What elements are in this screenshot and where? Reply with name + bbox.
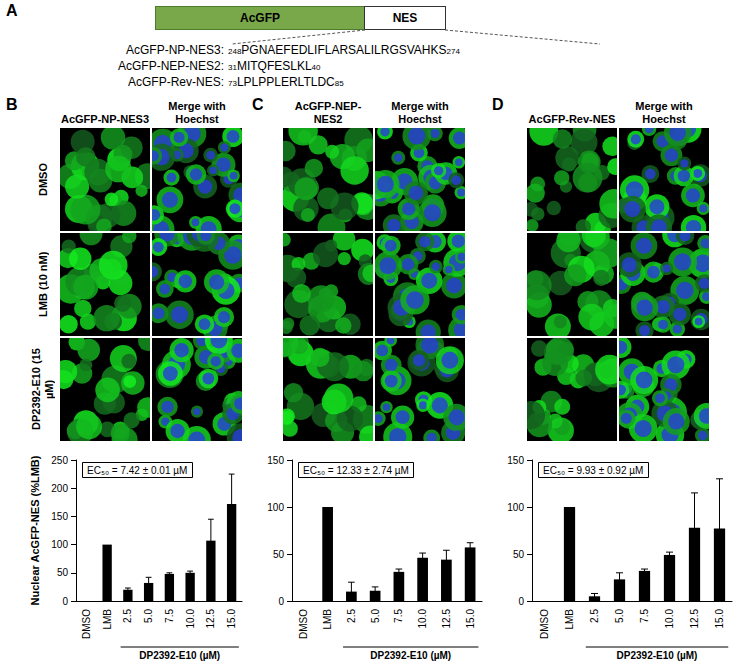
svg-text:12.5: 12.5 — [441, 609, 452, 629]
svg-text:200: 200 — [51, 483, 68, 494]
svg-text:15.0: 15.0 — [226, 609, 237, 629]
svg-text:150: 150 — [51, 511, 68, 522]
svg-text:LMB: LMB — [322, 609, 333, 630]
svg-text:EC₅₀ = 12.33 ± 2.74 µM: EC₅₀ = 12.33 ± 2.74 µM — [303, 465, 409, 476]
svg-text:100: 100 — [507, 502, 524, 513]
html-text:AcGFP: AcGFP — [240, 11, 280, 25]
svg-text:Nuclear AcGFP-NES (%LMB): Nuclear AcGFP-NES (%LMB) — [29, 455, 41, 605]
svg-text:150: 150 — [507, 455, 524, 466]
svg-text:0: 0 — [518, 596, 524, 607]
html-text:AcGFP-NEP-NES2: AcGFP-NEP-NES2 — [294, 100, 362, 125]
html-text:LMB (10 nM): LMB (10 nM) — [36, 251, 49, 318]
html-text:Merge with Hoechst: Merge with Hoechst — [391, 100, 449, 125]
svg-text:0: 0 — [278, 596, 284, 607]
html-text:AcGFP-NP-NES3: 248PGNAEFEDLIFL: AcGFP-NP-NES3: 248PGNAEFEDLIFLARSALILRGS… — [126, 43, 460, 57]
svg-text:7.5: 7.5 — [393, 609, 404, 623]
html-text:AcGFP-Rev-NES: 73LPLPPLERLTLDC: AcGFP-Rev-NES: 73LPLPPLERLTLDC85 — [128, 75, 344, 89]
html-text:Merge with Hoechst: Merge with Hoechst — [635, 100, 693, 125]
svg-text:DP2392-E10 (µM): DP2392-E10 (µM) — [617, 650, 698, 661]
svg-text:7.5: 7.5 — [639, 609, 650, 623]
html-text:AcGFP-NEP-NES2: 31MITQFESLKL40: AcGFP-NEP-NES2: 31MITQFESLKL40 — [118, 59, 321, 73]
svg-text:12.5: 12.5 — [205, 609, 216, 629]
svg-text:DMSO: DMSO — [81, 609, 92, 639]
svg-text:100: 100 — [51, 539, 68, 550]
html-text:DMSO: DMSO — [36, 163, 49, 196]
html-text:C: C — [252, 96, 264, 113]
html-text:NES: NES — [392, 11, 418, 25]
svg-text:7.5: 7.5 — [164, 609, 175, 623]
svg-text:DMSO: DMSO — [298, 609, 309, 639]
html-text:DP2392-E10 (15 µM): DP2392-E10 (15 µM) — [30, 348, 55, 431]
svg-text:100: 100 — [267, 502, 284, 513]
svg-text:EC₅₀ = 9.93 ± 0.92 µM: EC₅₀ = 9.93 ± 0.92 µM — [543, 465, 643, 476]
svg-text:10.0: 10.0 — [417, 609, 428, 629]
svg-text:12.5: 12.5 — [689, 609, 700, 629]
svg-text:10.0: 10.0 — [185, 609, 196, 629]
svg-text:250: 250 — [51, 455, 68, 466]
svg-text:5.0: 5.0 — [614, 609, 625, 623]
svg-text:LMB: LMB — [102, 609, 113, 630]
svg-text:15.0: 15.0 — [714, 609, 725, 629]
svg-text:150: 150 — [267, 455, 284, 466]
svg-text:LMB: LMB — [564, 609, 575, 630]
html-text:AcGFP-Rev-NES: AcGFP-Rev-NES — [528, 113, 616, 125]
svg-text:DP2392-E10 (µM): DP2392-E10 (µM) — [139, 650, 220, 661]
html-text:D: D — [492, 96, 504, 113]
svg-text:0: 0 — [62, 596, 68, 607]
html-text:B: B — [6, 96, 18, 113]
svg-text:5.0: 5.0 — [143, 609, 154, 623]
svg-text:DMSO: DMSO — [539, 609, 550, 639]
html-text:AcGFP-NP-NES3: AcGFP-NP-NES3 — [61, 113, 149, 125]
svg-text:50: 50 — [273, 549, 285, 560]
svg-text:50: 50 — [513, 549, 525, 560]
html-text:Merge with Hoechst: Merge with Hoechst — [168, 100, 226, 125]
svg-text:EC₅₀ = 7.42 ± 0.01 µM: EC₅₀ = 7.42 ± 0.01 µM — [87, 465, 187, 476]
svg-text:2.5: 2.5 — [122, 609, 133, 623]
svg-text:5.0: 5.0 — [370, 609, 381, 623]
svg-text:DP2392-E10 (µM): DP2392-E10 (µM) — [370, 650, 451, 661]
svg-text:2.5: 2.5 — [589, 609, 600, 623]
svg-text:2.5: 2.5 — [346, 609, 357, 623]
svg-text:15.0: 15.0 — [465, 609, 476, 629]
svg-text:10.0: 10.0 — [664, 609, 675, 629]
html-text:A: A — [6, 2, 18, 19]
svg-text:50: 50 — [57, 567, 69, 578]
